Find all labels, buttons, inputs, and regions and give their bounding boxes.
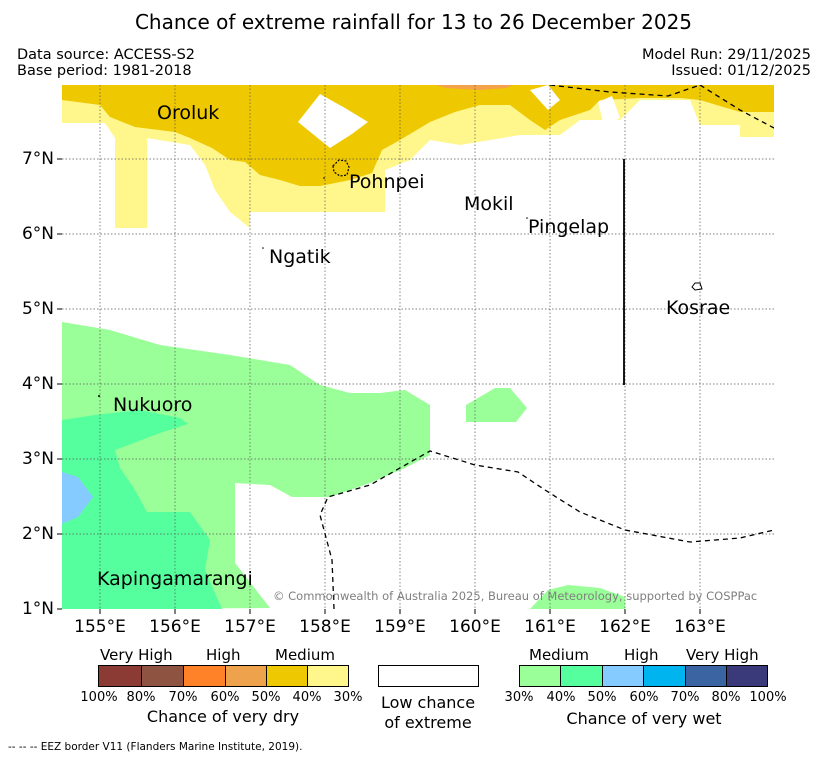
lat-label: 1°N: [21, 599, 54, 619]
dry-percent-label: 50%: [251, 690, 281, 705]
map-title: Chance of extreme rainfall for 13 to 26 …: [134, 10, 693, 34]
lon-label: 155°E: [74, 617, 126, 637]
lon-label: 161°E: [524, 617, 576, 637]
dry-medium-40-region: [62, 85, 774, 186]
place-label-pohnpei: Pohnpei: [349, 171, 425, 193]
copyright-notice: © Commonwealth of Australia 2025, Bureau…: [273, 589, 758, 603]
dry-percent-label: 70%: [168, 690, 198, 705]
model-run: Model Run: 29/11/2025: [641, 47, 811, 63]
wet-medium-40-region: [62, 410, 222, 609]
low-chance-hole-2: [530, 85, 560, 110]
place-label-oroluk: Oroluk: [157, 102, 220, 124]
wet-percent-label: 50%: [587, 690, 617, 705]
ngatik-dot: [262, 247, 264, 249]
wet-high-50-region: [62, 472, 93, 524]
base-period: Base period: 1981-2018: [17, 63, 192, 79]
pohnpei-dot: [323, 177, 325, 179]
lat-label: 4°N: [21, 374, 54, 394]
wet-percent-label: 80%: [711, 690, 741, 705]
axis-ticks: [57, 158, 701, 614]
dry-percent-label: 80%: [126, 690, 156, 705]
place-label-nukuoro: Nukuoro: [113, 394, 193, 416]
lon-label: 162°E: [599, 617, 651, 637]
dry-swatch: [98, 665, 142, 687]
lon-label: 156°E: [149, 617, 201, 637]
wet-percent-label: 100%: [749, 690, 787, 705]
dry-legend-header: Medium: [275, 646, 335, 664]
kosrae-island: [691, 282, 703, 291]
wet-medium-30-island: [466, 388, 527, 422]
pohnpei-island: [332, 159, 350, 177]
wet-legend-header: Medium: [529, 646, 589, 664]
wet-percent-label: 30%: [504, 690, 534, 705]
wet-medium-30-south: [530, 585, 625, 609]
lat-label: 6°N: [21, 224, 54, 244]
dry-swatch: [307, 665, 349, 687]
low-chance-swatch: [378, 665, 479, 687]
dry-legend-header: Very High: [100, 646, 173, 664]
place-label-kosrae: Kosrae: [666, 297, 731, 319]
pingelap-dot: [526, 217, 528, 219]
place-label-ngatik: Ngatik: [269, 246, 331, 268]
lat-label: 3°N: [21, 449, 54, 469]
wet-legend-caption: Chance of very wet: [566, 709, 722, 728]
dry-percent-label: 100%: [80, 690, 118, 705]
dry-legend-header: High: [206, 646, 241, 664]
dry-percent-label: 40%: [292, 690, 322, 705]
dry-swatch: [183, 665, 226, 687]
wet-swatch: [519, 665, 561, 687]
dry-legend-caption: Chance of very dry: [146, 707, 300, 726]
lat-label: 5°N: [21, 299, 54, 319]
dry-swatch: [225, 665, 267, 687]
lon-label: 159°E: [374, 617, 426, 637]
eez-border: [319, 85, 774, 609]
dry-percent-label: 30%: [333, 690, 363, 705]
nukuoro-dot: [98, 395, 100, 397]
place-label-pingelap: Pingelap: [528, 216, 610, 238]
low-chance-hole-1: [298, 94, 368, 148]
dry-percent-label: 60%: [210, 690, 240, 705]
wet-percent-label: 40%: [546, 690, 576, 705]
wet-legend-header: High: [624, 646, 659, 664]
wet-swatch: [643, 665, 686, 687]
low-chance-caption-2: of extreme: [384, 713, 472, 732]
lat-label: 7°N: [21, 149, 54, 169]
dry-high-60-region: [436, 85, 513, 90]
wet-percent-label: 70%: [670, 690, 700, 705]
wet-swatch: [560, 665, 603, 687]
lon-label: 163°E: [674, 617, 726, 637]
wet-percent-label: 60%: [629, 690, 659, 705]
wet-legend-header: Very High: [686, 646, 759, 664]
low-chance-hole-3: [598, 96, 620, 126]
place-label-kapingamarangi: Kapingamarangi: [97, 568, 253, 590]
dry-swatch: [266, 665, 308, 687]
dry-swatch: [141, 665, 184, 687]
wet-swatch: [726, 665, 768, 687]
lon-label: 160°E: [449, 617, 501, 637]
wet-swatch: [685, 665, 727, 687]
lon-label: 158°E: [299, 617, 351, 637]
issued-date: Issued: 01/12/2025: [671, 63, 811, 79]
wet-swatch: [602, 665, 644, 687]
lon-label: 157°E: [224, 617, 276, 637]
data-source: Data source: ACCESS-S2: [17, 47, 196, 63]
lat-label: 2°N: [21, 524, 54, 544]
place-label-mokil: Mokil: [464, 193, 514, 215]
eez-footnote: -- -- -- EEZ border V11 (Flanders Marine…: [8, 741, 303, 753]
low-chance-caption-1: Low chance: [380, 693, 476, 712]
